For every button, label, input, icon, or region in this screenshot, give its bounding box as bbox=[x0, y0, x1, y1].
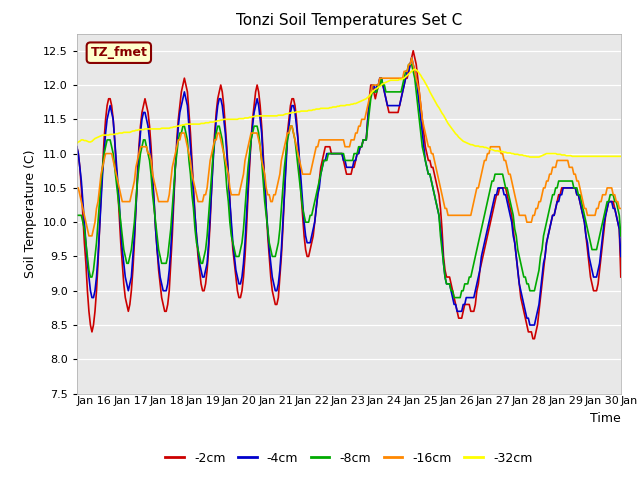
-4cm bbox=[526, 322, 534, 328]
-16cm bbox=[408, 55, 415, 60]
-4cm bbox=[73, 144, 81, 150]
-8cm bbox=[311, 199, 319, 204]
-32cm bbox=[253, 113, 261, 119]
Line: -16cm: -16cm bbox=[77, 58, 621, 236]
-2cm bbox=[235, 295, 243, 300]
-8cm bbox=[73, 213, 81, 218]
-32cm bbox=[73, 141, 81, 146]
-16cm bbox=[237, 185, 244, 191]
-8cm bbox=[451, 295, 458, 300]
-16cm bbox=[73, 185, 81, 191]
-8cm bbox=[235, 253, 243, 259]
-32cm bbox=[140, 127, 147, 132]
-2cm bbox=[73, 144, 81, 150]
-4cm bbox=[589, 274, 597, 280]
Y-axis label: Soil Temperature (C): Soil Temperature (C) bbox=[24, 149, 38, 278]
-2cm bbox=[529, 336, 537, 342]
-16cm bbox=[589, 213, 597, 218]
-16cm bbox=[312, 144, 320, 150]
Title: Tonzi Soil Temperatures Set C: Tonzi Soil Temperatures Set C bbox=[236, 13, 462, 28]
Line: -32cm: -32cm bbox=[77, 69, 621, 157]
-2cm bbox=[410, 48, 417, 54]
-16cm bbox=[264, 192, 271, 198]
-32cm bbox=[311, 107, 319, 113]
Line: -4cm: -4cm bbox=[77, 58, 621, 325]
-4cm bbox=[140, 109, 147, 115]
Legend: -2cm, -4cm, -8cm, -16cm, -32cm: -2cm, -4cm, -8cm, -16cm, -32cm bbox=[160, 447, 538, 469]
-32cm bbox=[262, 113, 270, 119]
-4cm bbox=[617, 253, 625, 259]
Line: -8cm: -8cm bbox=[77, 64, 621, 298]
-32cm bbox=[589, 154, 597, 159]
-8cm bbox=[405, 61, 413, 67]
-8cm bbox=[589, 247, 597, 252]
-4cm bbox=[262, 205, 270, 211]
-32cm bbox=[411, 66, 419, 72]
-2cm bbox=[140, 103, 147, 108]
-8cm bbox=[617, 233, 625, 239]
Line: -2cm: -2cm bbox=[77, 51, 621, 339]
-16cm bbox=[141, 144, 149, 150]
-4cm bbox=[253, 96, 261, 102]
X-axis label: Time: Time bbox=[590, 412, 621, 425]
-2cm bbox=[311, 219, 319, 225]
-4cm bbox=[311, 219, 319, 225]
-2cm bbox=[617, 274, 625, 280]
-32cm bbox=[235, 116, 243, 121]
-16cm bbox=[617, 205, 625, 211]
-16cm bbox=[255, 137, 262, 143]
-2cm bbox=[589, 288, 597, 294]
-2cm bbox=[262, 205, 270, 211]
-4cm bbox=[235, 281, 243, 287]
-4cm bbox=[408, 55, 415, 60]
-2cm bbox=[253, 82, 261, 88]
-32cm bbox=[526, 154, 534, 160]
-32cm bbox=[617, 154, 625, 159]
-8cm bbox=[262, 213, 270, 218]
-8cm bbox=[140, 137, 147, 143]
-8cm bbox=[253, 123, 261, 129]
Text: TZ_fmet: TZ_fmet bbox=[90, 46, 147, 59]
-16cm bbox=[85, 233, 93, 239]
